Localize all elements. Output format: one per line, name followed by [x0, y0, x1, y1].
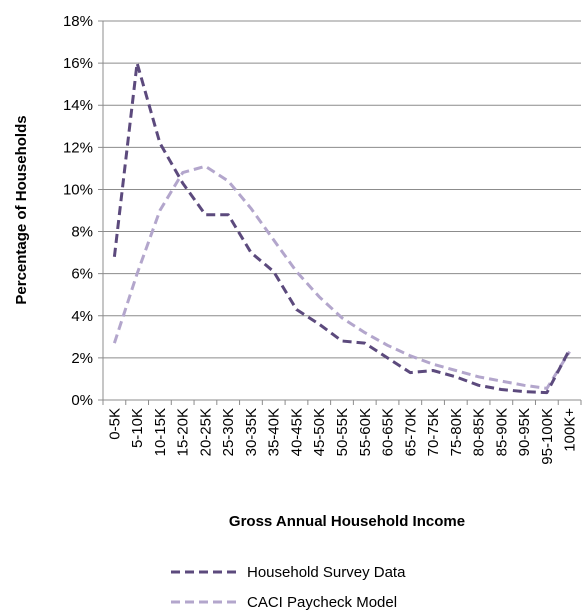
x-tick-label: 0-5K — [106, 408, 123, 440]
y-axis-title: Percentage of Households — [13, 115, 30, 304]
y-tick-label: 6% — [71, 266, 93, 283]
x-tick-label: 45-50K — [311, 408, 328, 456]
x-axis-title: Gross Annual Household Income — [229, 513, 465, 530]
x-tick-label: 30-35K — [243, 408, 260, 456]
y-tick-label: 10% — [63, 181, 93, 198]
y-axis-ticks: 0% 2% 4% 6% 8% 10% 12% 14% 16% 18% — [63, 13, 93, 409]
series-line — [112, 61, 571, 395]
axes — [102, 21, 582, 405]
y-tick-label: 8% — [71, 224, 93, 241]
x-tick-label: 55-60K — [357, 408, 374, 456]
x-tick-label: 65-70K — [402, 408, 419, 456]
x-tick-label: 25-30K — [220, 408, 237, 456]
y-tick-label: 2% — [71, 350, 93, 367]
x-tick-label: 75-80K — [448, 408, 465, 456]
x-tick-label: 90-95K — [516, 408, 533, 456]
x-tick-label: 5-10K — [129, 408, 146, 448]
y-tick-label: 4% — [71, 308, 93, 325]
series-line — [112, 164, 571, 390]
x-tick-label: 85-90K — [493, 408, 510, 456]
x-tick-label: 70-75K — [425, 408, 442, 456]
y-tick-label: 12% — [63, 139, 93, 156]
x-tick-label: 20-25K — [197, 408, 214, 456]
legend-label: Household Survey Data — [247, 564, 406, 581]
gridlines — [98, 20, 581, 401]
series-lines — [112, 61, 571, 395]
x-tick-label: 35-40K — [266, 408, 283, 456]
legend-label: CACI Paycheck Model — [247, 594, 397, 611]
x-tick-label: 95-100K — [539, 408, 556, 465]
y-tick-label: 14% — [63, 97, 93, 114]
x-tick-label: 60-65K — [380, 408, 397, 456]
y-tick-label: 0% — [71, 392, 93, 409]
x-tick-label: 80-85K — [471, 408, 488, 456]
x-axis-ticks: 0-5K 5-10K 10-15K 15-20K 20-25K 25-30K 30-35K 3… — [106, 408, 578, 465]
x-tick-label: 100K+ — [562, 408, 579, 452]
x-tick-label: 10-15K — [152, 408, 169, 456]
x-tick-label: 40-45K — [288, 408, 305, 456]
x-tick-label: 15-20K — [175, 408, 192, 456]
y-tick-label: 18% — [63, 13, 93, 30]
legend: Household Survey Data CACI Paycheck Model — [171, 564, 406, 611]
x-tick-label: 50-55K — [334, 408, 351, 456]
y-tick-label: 16% — [63, 55, 93, 72]
